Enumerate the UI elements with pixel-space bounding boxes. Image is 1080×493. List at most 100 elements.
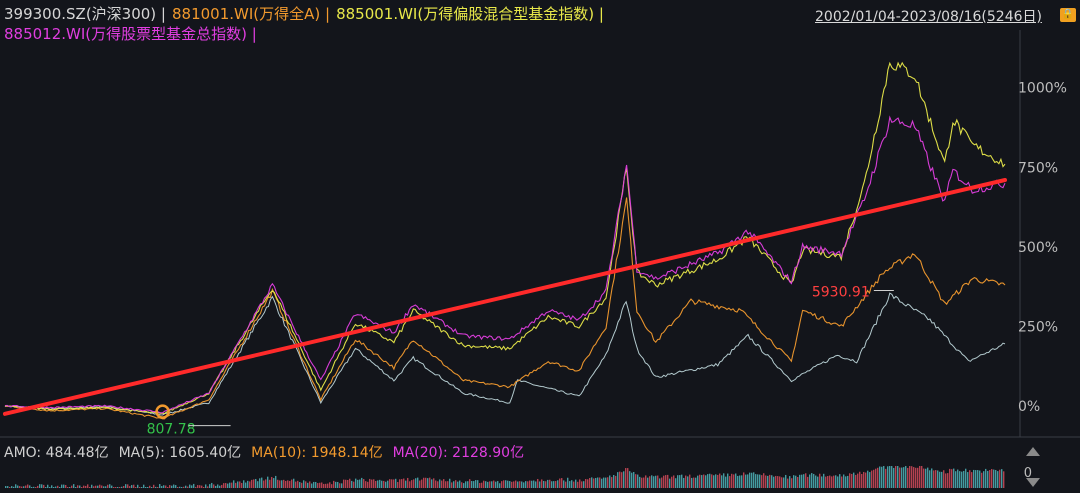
volume-bar — [715, 474, 717, 488]
volume-bar — [555, 481, 557, 488]
volume-bar — [329, 482, 331, 488]
volume-bar — [879, 466, 881, 488]
legend-stock-fund[interactable]: 885012.WI(万得股票型基金总指数) | — [4, 25, 257, 43]
volume-bar — [449, 478, 451, 488]
volume-bar — [1003, 471, 1005, 488]
lock-icon[interactable]: 🔒 — [1060, 8, 1076, 22]
volume-bar — [981, 472, 983, 488]
volume-bar — [539, 481, 541, 488]
volume-bar — [7, 486, 9, 488]
volume-bar — [731, 473, 733, 488]
volume-bar — [979, 470, 981, 488]
volume-bar — [437, 481, 439, 488]
volume-bar — [889, 466, 891, 488]
volume-bar — [425, 477, 427, 488]
volume-bar — [763, 473, 765, 488]
volume-bar — [737, 475, 739, 488]
volume-bar — [165, 485, 167, 488]
date-range-selector[interactable]: 2002/01/04-2023/08/16(5246日) — [815, 9, 1042, 25]
volume-bar — [801, 474, 803, 488]
volume-bar — [775, 475, 777, 488]
volume-bar — [657, 475, 659, 488]
legend-csi300[interactable]: 399300.SZ(沪深300) | — [4, 5, 166, 23]
legend-wind-all-a[interactable]: 881001.WI(万得全A) | — [171, 5, 331, 23]
volume-bar — [999, 469, 1001, 488]
volume-bar — [461, 482, 463, 488]
volume-bar — [675, 478, 677, 488]
volume-bar — [183, 486, 185, 488]
volume-bar — [595, 477, 597, 488]
volume-bar — [951, 469, 953, 488]
volume-bar — [839, 474, 841, 488]
volume-bar — [683, 477, 685, 488]
volume-bar — [925, 468, 927, 488]
volume-bar — [143, 484, 145, 488]
volume-bar — [85, 485, 87, 488]
volume-bar — [311, 483, 313, 488]
volume-bar — [393, 479, 395, 488]
volume-bar — [141, 487, 143, 488]
volume-bar — [593, 478, 595, 488]
volume-bar — [415, 478, 417, 488]
y-tick-label-3: 250% — [1018, 319, 1058, 335]
volume-bar — [341, 483, 343, 488]
volume-bar — [413, 479, 415, 488]
volume-bar — [647, 477, 649, 488]
volume-bar — [315, 481, 317, 488]
volume-bar — [253, 479, 255, 488]
volume-bar — [853, 472, 855, 488]
volume-bar — [985, 468, 987, 488]
volume-bar — [463, 483, 465, 488]
volume-bar — [433, 478, 435, 488]
volume-bar — [997, 471, 999, 488]
volume-bar — [849, 473, 851, 488]
volume-bar — [225, 483, 227, 488]
volume-bar — [727, 473, 729, 488]
volume-bar — [701, 475, 703, 488]
volume-bar — [87, 484, 89, 488]
volume-bar — [83, 485, 85, 488]
trend-line[interactable] — [3, 178, 1007, 416]
volume-bar — [269, 479, 271, 488]
volume-bar — [747, 474, 749, 488]
volume-bar — [551, 481, 553, 488]
volume-bar — [67, 487, 69, 488]
volume-bar — [323, 483, 325, 488]
volume-bar — [673, 475, 675, 488]
scroll-down-icon[interactable] — [1026, 478, 1040, 487]
volume-bar — [829, 475, 831, 488]
volume-bar — [375, 480, 377, 488]
volume-bar — [767, 475, 769, 488]
volume-bar — [195, 486, 197, 488]
volume-bar — [789, 476, 791, 488]
volume-bar — [757, 474, 759, 488]
volume-bar — [387, 480, 389, 488]
volume-bar — [527, 481, 529, 488]
volume-bar — [405, 480, 407, 488]
volume-bar — [837, 476, 839, 488]
volume-bar — [399, 479, 401, 488]
volume-bar — [293, 478, 295, 488]
volume-bar — [753, 472, 755, 488]
scroll-up-icon[interactable] — [1026, 447, 1040, 456]
volume-bar — [359, 479, 361, 488]
volume-bar — [319, 482, 321, 488]
volume-bar — [291, 479, 293, 488]
volume-bar — [289, 480, 291, 488]
volume-bar — [803, 474, 805, 488]
volume-bar — [411, 480, 413, 488]
legend-mixed-fund[interactable]: 885001.WI(万得偏股混合型基金指数) | — [336, 5, 604, 23]
low-marker-circle[interactable] — [155, 404, 170, 419]
volume-bar — [169, 485, 171, 488]
volume-bar — [969, 470, 971, 488]
volume-bar — [465, 481, 467, 488]
volume-bar — [531, 480, 533, 488]
volume-bar — [751, 472, 753, 488]
volume-bar — [11, 486, 13, 488]
volume-bar — [529, 480, 531, 488]
volume-bar — [759, 474, 761, 488]
volume-bar — [511, 481, 513, 488]
volume-bar — [441, 480, 443, 488]
volume-bar — [161, 486, 163, 488]
volume-bar — [609, 475, 611, 488]
